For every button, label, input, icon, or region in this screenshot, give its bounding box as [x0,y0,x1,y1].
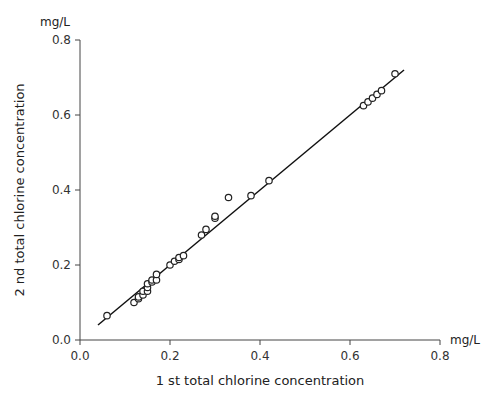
y-tick-label: 0.4 [52,183,71,197]
y-tick-label: 0.0 [52,333,71,347]
y-tick [75,265,80,266]
x-tick [440,340,441,345]
y-tick-label: 0.6 [52,108,71,122]
x-unit-annotation: mg/L [450,333,480,347]
plot-area [98,70,404,325]
scatter-point [225,194,231,200]
x-axis-label: 1 st total chlorine concentration [156,373,365,388]
scatter-point [180,252,186,258]
x-tick [170,340,171,345]
x-tick-label: 0.6 [340,349,359,363]
x-tick [260,340,261,345]
y-tick [75,340,80,341]
y-tick-label: 0.2 [52,258,71,272]
x-tick-label: 0.4 [250,349,269,363]
scatter-point [378,87,384,93]
y-tick-label: 0.8 [52,33,71,47]
scatter-point [153,271,159,277]
scatter-point [248,192,254,198]
scatter-point [104,312,110,318]
y-unit-annotation: mg/L [40,15,70,29]
scatter-point [392,71,398,77]
chart: 0.0 0.2 0.4 0.6 0.8 0.0 0.2 0.4 0.6 0.8 1 st total… [0,0,500,405]
y-tick [75,190,80,191]
scatter-point [212,213,218,219]
scatter-point [198,232,204,238]
x-tick [80,340,81,345]
scatter-point [203,226,209,232]
fit-line [98,70,404,325]
y-axis-label: 2 nd total chlorine concentration [12,83,27,296]
x-tick-label: 0.2 [160,349,179,363]
scatter-point [266,177,272,183]
y-tick [75,40,80,41]
x-tick [350,340,351,345]
x-tick-label: 0.0 [70,349,89,363]
y-tick [75,115,80,116]
x-tick-label: 0.8 [430,349,449,363]
